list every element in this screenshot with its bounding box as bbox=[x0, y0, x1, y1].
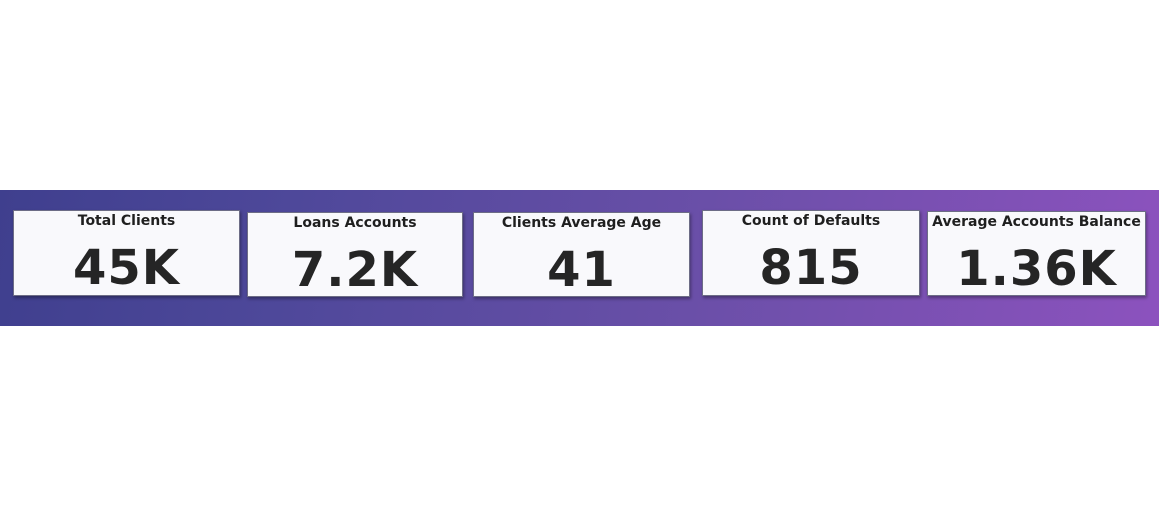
kpi-card-title: Clients Average Age bbox=[501, 215, 662, 231]
kpi-card-total-clients[interactable]: Total Clients 45K bbox=[13, 210, 240, 296]
kpi-card-value: 41 bbox=[547, 242, 616, 298]
kpi-banner: Total Clients 45K Loans Accounts 7.2K Cl… bbox=[0, 190, 1159, 326]
kpi-card-value: 7.2K bbox=[291, 242, 419, 298]
kpi-card-value: 815 bbox=[759, 240, 863, 296]
kpi-card-title: Total Clients bbox=[77, 213, 176, 229]
kpi-card-count-of-defaults[interactable]: Count of Defaults 815 bbox=[702, 210, 920, 296]
kpi-card-average-accounts-balance[interactable]: Average Accounts Balance 1.36K bbox=[927, 211, 1146, 296]
kpi-card-loans-accounts[interactable]: Loans Accounts 7.2K bbox=[247, 212, 463, 297]
kpi-card-value: 1.36K bbox=[956, 241, 1117, 297]
kpi-card-clients-average-age[interactable]: Clients Average Age 41 bbox=[473, 212, 690, 297]
kpi-card-value: 45K bbox=[73, 240, 180, 296]
kpi-card-title: Count of Defaults bbox=[741, 213, 881, 229]
kpi-card-title: Average Accounts Balance bbox=[932, 214, 1141, 230]
kpi-card-title: Loans Accounts bbox=[293, 215, 417, 231]
